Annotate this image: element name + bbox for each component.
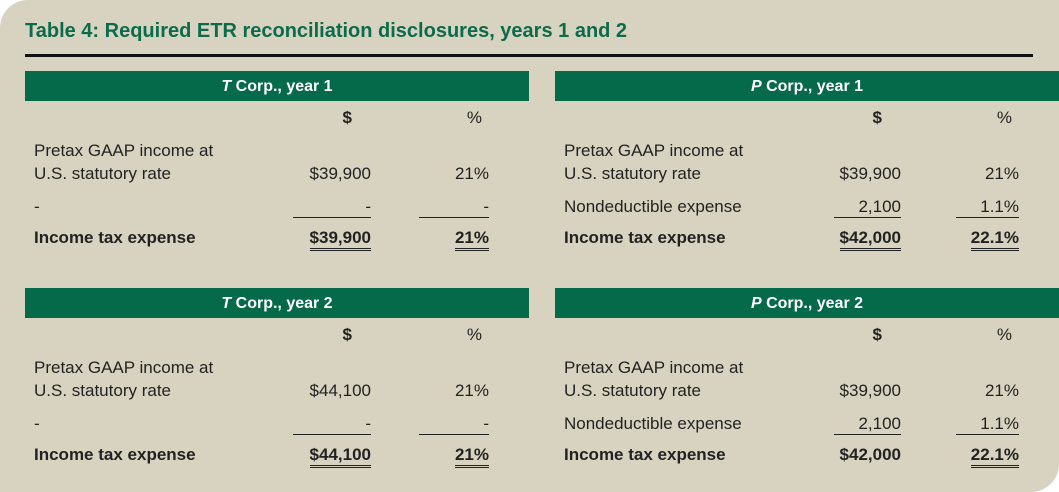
row-label: Pretax GAAP income at [34,358,214,377]
table-header: P Corp., year 1 [555,71,1059,101]
column-headers: $% [555,108,1059,131]
amount-cell: $42,000 [839,445,901,464]
row-label: Pretax GAAP income at [564,358,744,377]
reconciliation-table: P Corp., year 1 $% Pretax GAAP income at U.… [555,71,1059,271]
row-label: Pretax GAAP income at [564,141,744,160]
amount-cell: - [293,414,371,435]
amount-cell: $39,900 [309,228,371,251]
percent-cell: - [419,197,489,218]
amount-cell: $44,100 [309,445,371,468]
table-row: Income tax expense $42,000 22.1% [555,228,1059,251]
row-label: U.S. statutory rate [564,381,701,400]
column-headers: $% [25,108,529,131]
row-label: Income tax expense [34,445,196,464]
percent-column-header: % [466,108,482,127]
amount-cell: 2,100 [834,414,901,435]
percent-cell: 21% [454,164,489,183]
table-row: U.S. statutory rate $39,900 21% [555,164,1059,187]
reconciliation-table: T Corp., year 2 $% Pretax GAAP income at U.… [25,288,529,488]
row-label: - [34,414,40,433]
amount-cell: $39,900 [839,381,901,400]
table-title: Table 4: Required ETR reconciliation dis… [25,20,628,42]
row-label: Nondeductible expense [564,414,742,433]
table-row: --- [25,197,529,220]
amount-cell: 2,100 [834,197,901,218]
table-header: P Corp., year 2 [555,288,1059,318]
table-row: U.S. statutory rate $44,100 21% [25,381,529,404]
dollar-column-header: $ [342,108,352,127]
row-label: - [34,197,40,216]
row-label: Income tax expense [564,228,726,247]
table-row: Pretax GAAP income at [555,141,1059,164]
row-label: U.S. statutory rate [564,164,701,183]
amount-cell: $44,100 [309,381,371,400]
entity-name: T [221,78,232,95]
percent-cell: 21% [454,381,489,400]
table-row: Income tax expense $39,900 21% [25,228,529,251]
table-row: Nondeductible expense 2,100 1.1% [555,197,1059,220]
reconciliation-table: P Corp., year 2 $% Pretax GAAP income at U.… [555,288,1059,488]
table-row: U.S. statutory rate $39,900 21% [555,381,1059,404]
entity-name: T [221,295,232,312]
percent-cell: 21% [984,381,1019,400]
dollar-column-header: $ [872,325,882,344]
table-heading: Corp., year 2 [761,295,864,312]
entity-name: P [750,78,762,95]
percent-cell: 1.1% [956,197,1019,218]
percent-cell: 21% [454,445,489,468]
row-label: Income tax expense [34,228,196,247]
percent-cell: - [419,414,489,435]
percent-cell: 1.1% [956,414,1019,435]
table-row: Nondeductible expense 2,100 1.1% [555,414,1059,437]
percent-cell: 21% [984,164,1019,183]
table-row: Income tax expense $42,000 22.1% [555,445,1059,468]
table-row: Pretax GAAP income at [555,358,1059,381]
dollar-column-header: $ [342,325,352,344]
table-row: Pretax GAAP income at [25,141,529,164]
row-label: U.S. statutory rate [34,164,171,183]
entity-name: P [750,295,762,312]
percent-cell: 21% [454,228,489,251]
table-header: T Corp., year 2 [25,288,529,318]
amount-cell: $39,900 [309,164,371,183]
row-label: U.S. statutory rate [34,381,171,400]
column-headers: $% [25,325,529,348]
table-header: T Corp., year 1 [25,71,529,101]
table-row: Income tax expense $44,100 21% [25,445,529,468]
table-row: U.S. statutory rate $39,900 21% [25,164,529,187]
table-row: --- [25,414,529,437]
table-row: Pretax GAAP income at [25,358,529,381]
table-heading: Corp., year 1 [761,78,864,95]
percent-cell: 22.1% [970,445,1019,468]
percent-column-header: % [996,108,1012,127]
table-heading: Corp., year 1 [231,78,333,95]
percent-column-header: % [996,325,1012,344]
table-heading: Corp., year 2 [231,295,333,312]
row-label: Pretax GAAP income at [34,141,214,160]
title-rule [25,54,1033,57]
row-label: Nondeductible expense [564,197,742,216]
row-label: Income tax expense [564,445,726,464]
dollar-column-header: $ [872,108,882,127]
percent-column-header: % [466,325,482,344]
column-headers: $% [555,325,1059,348]
percent-cell: 22.1% [970,228,1019,251]
amount-cell: $42,000 [839,228,901,251]
amount-cell: $39,900 [839,164,901,183]
amount-cell: - [293,197,371,218]
reconciliation-table: T Corp., year 1 $% Pretax GAAP income at U.… [25,71,529,271]
